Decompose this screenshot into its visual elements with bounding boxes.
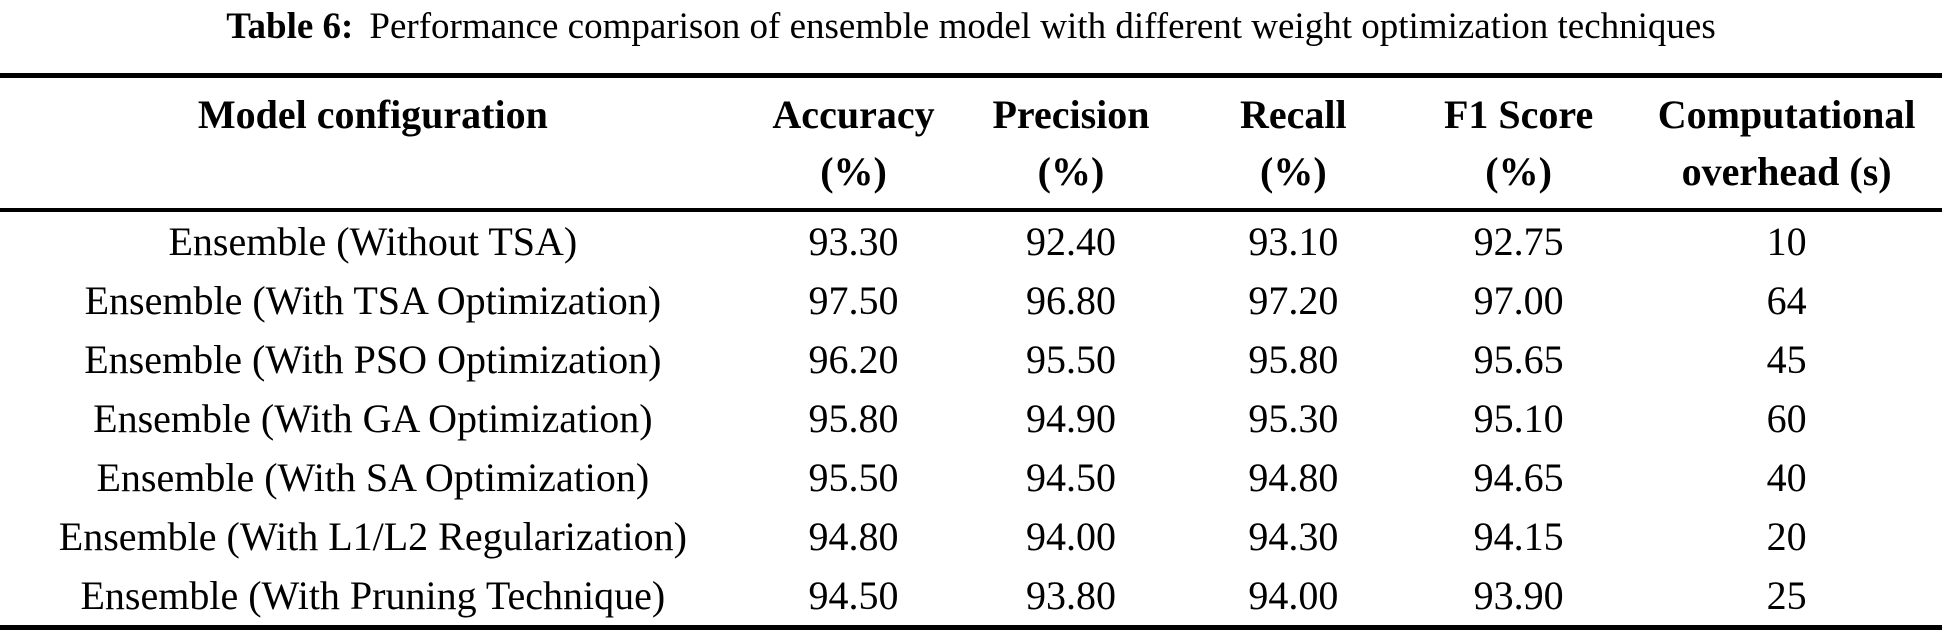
value-cell: 94.90 <box>1026 396 1116 441</box>
value-cell: 93.90 <box>1473 573 1564 618</box>
model-configuration-cell: Ensemble (With L1/L2 Regularization) <box>58 514 687 559</box>
column-header-line2: overhead (s) <box>1681 149 1892 194</box>
value-cell: 93.10 <box>1248 219 1339 264</box>
value-cell: 92.40 <box>1026 219 1116 264</box>
column-header-5: Computational overhead (s) <box>1631 76 1942 211</box>
model-configuration-cell: Ensemble (With Pruning Technique) <box>80 573 666 618</box>
performance-table: Model configuration Accuracy (%) Precision (… <box>0 73 1942 630</box>
value-cell: 10 <box>1766 219 1807 264</box>
value-cell: 94.15 <box>1473 514 1564 559</box>
value-cell: 94.80 <box>1248 455 1339 500</box>
table-caption-text: Performance comparison of ensemble model… <box>369 6 1716 47</box>
value-cell: 94.65 <box>1473 455 1564 500</box>
value-cell: 97.20 <box>1248 278 1339 323</box>
column-header-line1: Precision <box>992 92 1150 137</box>
value-cell: 95.65 <box>1473 337 1564 382</box>
model-configuration-cell: Ensemble (With GA Optimization) <box>93 396 653 441</box>
value-cell: 60 <box>1766 396 1807 441</box>
table-caption-label: Table 6: <box>226 6 354 47</box>
value-cell: 96.20 <box>808 337 899 382</box>
column-header-line1: Accuracy <box>772 92 935 137</box>
value-cell: 94.00 <box>1248 573 1339 618</box>
table-header-row: Model configuration Accuracy (%) Precision (… <box>0 75 1942 211</box>
column-header-line1: Computational <box>1657 92 1916 137</box>
table-row-2: Ensemble (With PSO Optimization) 96.20 95.… <box>0 330 1942 389</box>
value-cell: 96.80 <box>1026 278 1116 323</box>
value-cell: 95.80 <box>1248 337 1339 382</box>
value-cell: 94.80 <box>808 514 899 559</box>
value-cell: 92.75 <box>1473 219 1564 264</box>
header-row: Model configuration Accuracy (%) Precision (… <box>0 76 1942 211</box>
value-cell: 95.80 <box>808 396 899 441</box>
table-row-3: Ensemble (With GA Optimization) 95.80 94.9… <box>0 389 1942 448</box>
table-caption: Table 6: Performance comparison of ensem… <box>0 0 1942 73</box>
value-cell: 94.30 <box>1248 514 1339 559</box>
table-row-5: Ensemble (With L1/L2 Regularization) 94.8… <box>0 507 1942 566</box>
model-configuration-cell: Ensemble (With TSA Optimization) <box>84 278 662 323</box>
column-header-line2: (%) <box>820 149 887 194</box>
table-body: Ensemble (Without TSA) 93.30 92.40 93.10 92.… <box>0 210 1942 628</box>
model-configuration-cell: Ensemble (With SA Optimization) <box>96 455 650 500</box>
value-cell: 64 <box>1766 278 1807 323</box>
value-cell: 94.50 <box>808 573 899 618</box>
value-cell: 95.50 <box>1026 337 1116 382</box>
column-header-4: F1 Score (%) <box>1406 76 1631 211</box>
column-header-0: Model configuration <box>0 76 746 211</box>
column-header-line1: Recall <box>1240 92 1347 137</box>
value-cell: 25 <box>1766 573 1807 618</box>
value-cell: 93.80 <box>1026 573 1116 618</box>
value-cell: 45 <box>1766 337 1807 382</box>
table-row-0: Ensemble (Without TSA) 93.30 92.40 93.10 92.… <box>0 210 1942 271</box>
column-header-3: Recall (%) <box>1181 76 1406 211</box>
column-header-line2: (%) <box>1485 149 1552 194</box>
column-header-line1: Model configuration <box>197 92 548 137</box>
value-cell: 20 <box>1766 514 1807 559</box>
model-configuration-cell: Ensemble (Without TSA) <box>168 219 578 264</box>
value-cell: 93.30 <box>808 219 899 264</box>
value-cell: 97.00 <box>1473 278 1564 323</box>
column-header-line1: F1 Score <box>1444 92 1594 137</box>
table-row-6: Ensemble (With Pruning Technique) 94.50 93… <box>0 566 1942 628</box>
column-header-2: Precision (%) <box>961 76 1180 211</box>
value-cell: 97.50 <box>808 278 899 323</box>
column-header-line2: (%) <box>1037 149 1105 194</box>
value-cell: 95.50 <box>808 455 899 500</box>
model-configuration-cell: Ensemble (With PSO Optimization) <box>84 337 662 382</box>
value-cell: 94.50 <box>1026 455 1116 500</box>
value-cell: 40 <box>1766 455 1807 500</box>
table-row-4: Ensemble (With SA Optimization) 95.50 94.5… <box>0 448 1942 507</box>
column-header-1: Accuracy (%) <box>746 76 962 211</box>
value-cell: 95.10 <box>1473 396 1564 441</box>
value-cell: 94.00 <box>1026 514 1116 559</box>
column-header-line2: (%) <box>1260 149 1327 194</box>
table-row-1: Ensemble (With TSA Optimization) 97.50 96.… <box>0 271 1942 330</box>
value-cell: 95.30 <box>1248 396 1339 441</box>
